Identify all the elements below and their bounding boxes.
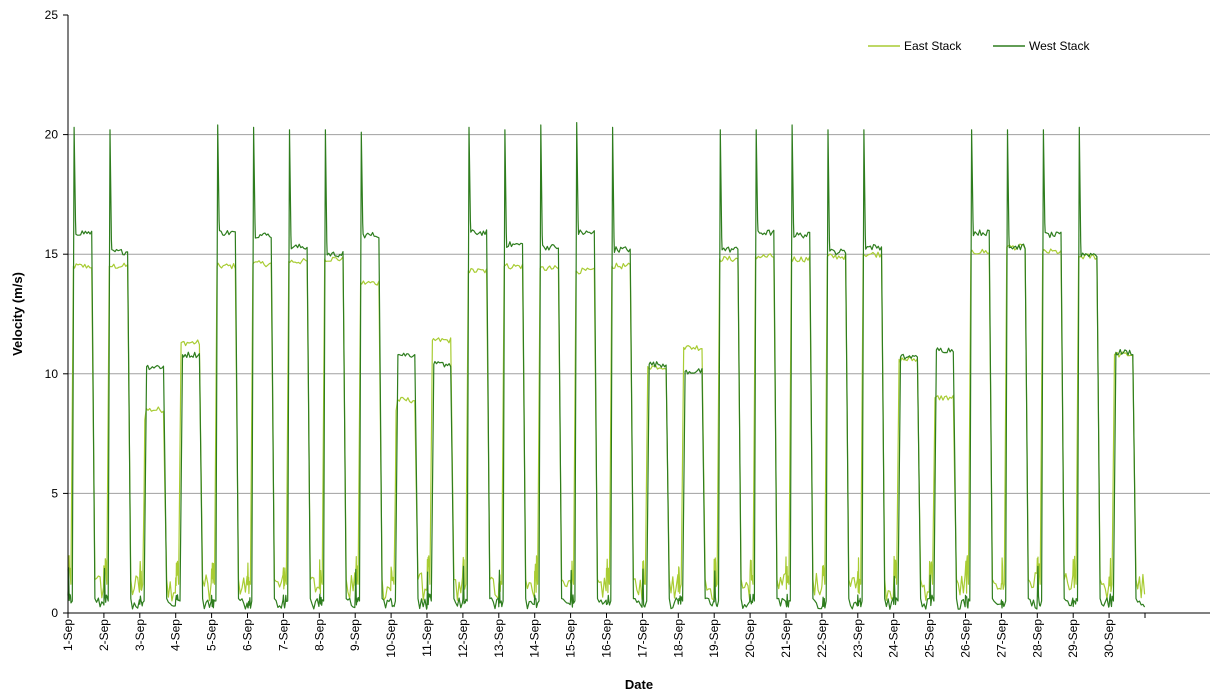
x-tick-label: 23-Sep xyxy=(851,619,865,658)
x-tick-label: 8-Sep xyxy=(312,619,326,651)
x-tick-label: 4-Sep xyxy=(169,619,183,651)
y-tick-label: 20 xyxy=(45,128,59,142)
x-tick-label: 14-Sep xyxy=(528,619,542,658)
x-tick-label: 24-Sep xyxy=(887,619,901,658)
series-line-west-stack xyxy=(67,122,1146,610)
x-tick-label: 19-Sep xyxy=(707,619,721,658)
x-tick-label: 7-Sep xyxy=(276,619,290,651)
y-tick-label: 10 xyxy=(45,367,59,381)
x-tick-label: 9-Sep xyxy=(348,619,362,651)
x-tick-label: 10-Sep xyxy=(384,619,398,658)
x-tick-label: 12-Sep xyxy=(456,619,470,658)
y-tick-label: 5 xyxy=(51,486,58,500)
x-tick-label: 11-Sep xyxy=(420,619,434,657)
series-lines xyxy=(67,122,1146,610)
legend-label-east-stack: East Stack xyxy=(904,39,962,53)
x-tick-label: 16-Sep xyxy=(600,619,614,658)
y-axis-title: Velocity (m/s) xyxy=(10,272,25,356)
x-tick-label: 17-Sep xyxy=(635,619,649,658)
y-tick-label: 25 xyxy=(45,8,59,22)
x-tick-label: 29-Sep xyxy=(1066,619,1080,658)
x-tick-label: 1-Sep xyxy=(61,619,75,651)
x-tick-label: 28-Sep xyxy=(1030,619,1044,658)
x-tick-label: 13-Sep xyxy=(492,619,506,658)
y-tick-label: 0 xyxy=(51,606,58,620)
x-tick-label: 6-Sep xyxy=(241,619,255,651)
x-tick-label: 2-Sep xyxy=(97,619,111,651)
x-tick-labels: 1-Sep 2-Sep 3-Sep 4-Sep 5-Sep 6-Sep 7-Sep 8-Sep… xyxy=(61,613,1146,658)
x-tick-label: 25-Sep xyxy=(923,619,937,658)
legend: East Stack West Stack xyxy=(868,39,1090,53)
x-tick-label: 30-Sep xyxy=(1102,619,1116,658)
y-tick-labels: 0 5 10 15 20 25 xyxy=(45,8,68,620)
legend-label-west-stack: West Stack xyxy=(1029,39,1090,53)
x-tick-label: 26-Sep xyxy=(959,619,973,658)
series-line-east-stack xyxy=(67,243,1146,602)
x-tick-label: 20-Sep xyxy=(743,619,757,658)
x-axis-title: Date xyxy=(625,677,653,692)
axes xyxy=(67,15,1210,614)
x-tick-label: 22-Sep xyxy=(815,619,829,658)
y-tick-label: 15 xyxy=(45,247,59,261)
x-tick-label: 5-Sep xyxy=(205,619,219,651)
grid-lines xyxy=(68,134,1210,494)
x-tick-label: 3-Sep xyxy=(133,619,147,651)
x-tick-label: 21-Sep xyxy=(779,619,793,658)
x-tick-label: 18-Sep xyxy=(671,619,685,658)
x-tick-label: 27-Sep xyxy=(994,619,1008,658)
x-tick-label: 15-Sep xyxy=(564,619,578,658)
